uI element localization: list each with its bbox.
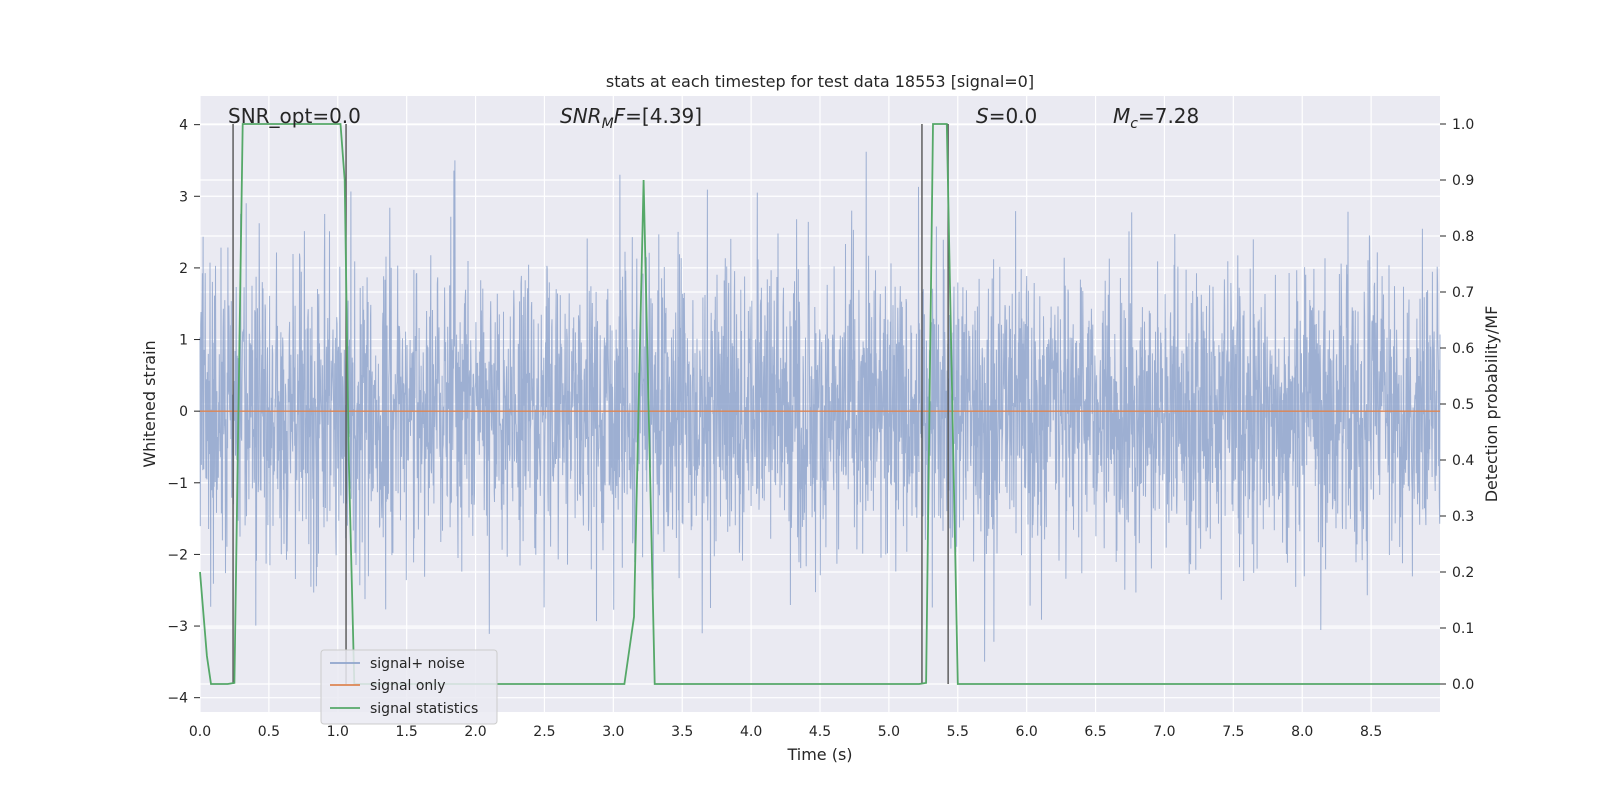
y2-tick-label: 1.0 bbox=[1452, 117, 1474, 133]
annotation-s-main: S bbox=[976, 104, 989, 128]
annotation-s-rest: =0.0 bbox=[989, 104, 1038, 128]
x-tick-label: 0.0 bbox=[189, 724, 211, 740]
y2-tick-label: 0.5 bbox=[1452, 397, 1474, 413]
y2-axis-ticks: 1.0 0.9 0.8 0.7 0.6 0.5 0.4 0.3 0.2 0.1 0.0 bbox=[1440, 117, 1474, 693]
marker-lines bbox=[232, 124, 949, 684]
annotation-mc-rest: =7.28 bbox=[1138, 104, 1199, 128]
x-tick-label: 5.0 bbox=[878, 724, 900, 740]
x-tick-label: 2.5 bbox=[533, 724, 555, 740]
chart-title: stats at each timestep for test data 185… bbox=[606, 72, 1034, 91]
y2-tick-label: 0.8 bbox=[1452, 229, 1474, 245]
y2-tick-label: 0.6 bbox=[1452, 341, 1474, 357]
y-tick-label: 2 bbox=[179, 261, 188, 277]
y2-axis-label: Detection probability/MF bbox=[1482, 306, 1501, 503]
x-tick-label: 1.0 bbox=[327, 724, 349, 740]
x-tick-label: 7.5 bbox=[1222, 724, 1244, 740]
x-tick-label: 8.0 bbox=[1291, 724, 1313, 740]
y-tick-label: 0 bbox=[179, 404, 188, 420]
x-tick-label: 7.0 bbox=[1153, 724, 1175, 740]
x-tick-label: 1.5 bbox=[396, 724, 418, 740]
x-tick-label: 6.5 bbox=[1084, 724, 1106, 740]
annotation-snr-mf-rest: F=[4.39] bbox=[614, 104, 702, 128]
legend-label-signal-statistics: signal statistics bbox=[370, 701, 478, 717]
x-tick-label: 2.0 bbox=[464, 724, 486, 740]
y-tick-label: −1 bbox=[167, 476, 188, 492]
y-tick-label: 4 bbox=[179, 118, 188, 134]
legend: signal+ noise signal only signal statist… bbox=[320, 649, 498, 725]
x-tick-label: 4.0 bbox=[740, 724, 762, 740]
series-signal-noise bbox=[199, 151, 1441, 662]
y2-tick-label: 0.1 bbox=[1452, 621, 1474, 637]
y2-tick-label: 0.2 bbox=[1452, 565, 1474, 581]
annotation-s: S=0.0 bbox=[976, 104, 1037, 128]
x-tick-label: 4.5 bbox=[809, 724, 831, 740]
annotation-snr-mf-main: SNR bbox=[560, 104, 602, 128]
annotation-mc-main: M bbox=[1113, 104, 1130, 128]
y2-tick-label: 0.3 bbox=[1452, 509, 1474, 525]
y-axis-label: Whitened strain bbox=[140, 340, 159, 467]
legend-label-signal-only: signal only bbox=[370, 678, 445, 694]
x-tick-label: 6.0 bbox=[1016, 724, 1038, 740]
legend-label-signal-noise: signal+ noise bbox=[370, 656, 465, 672]
y-tick-label: 3 bbox=[179, 189, 188, 205]
annotation-snr-mf: SNRMF=[4.39] bbox=[560, 104, 702, 132]
annotation-mc-sub: c bbox=[1130, 116, 1138, 132]
x-tick-label: 8.5 bbox=[1360, 724, 1382, 740]
annotation-mc: Mc=7.28 bbox=[1113, 104, 1199, 132]
y-tick-label: 1 bbox=[179, 333, 188, 349]
y-tick-label: −3 bbox=[167, 619, 188, 635]
signal-noise-line bbox=[199, 151, 1441, 662]
x-tick-label: 3.5 bbox=[671, 724, 693, 740]
x-tick-label: 5.5 bbox=[947, 724, 969, 740]
y-tick-label: −4 bbox=[167, 691, 188, 707]
annotation-snr-mf-sub: M bbox=[602, 116, 614, 132]
y2-tick-label: 0.4 bbox=[1452, 453, 1474, 469]
x-tick-label: 3.0 bbox=[602, 724, 624, 740]
y-tick-label: −2 bbox=[167, 547, 188, 563]
x-tick-label: 0.5 bbox=[258, 724, 280, 740]
x-axis-ticks: 0.0 0.5 1.0 1.5 2.0 2.5 3.0 3.5 4.0 4.5 5.0 5.5 6.0 6… bbox=[189, 724, 1382, 740]
y-axis-ticks: 4 3 2 1 0 −1 −2 −3 −4 bbox=[167, 118, 200, 707]
x-axis-label: Time (s) bbox=[786, 745, 852, 764]
y2-tick-label: 0.9 bbox=[1452, 173, 1474, 189]
y2-tick-label: 0.7 bbox=[1452, 285, 1474, 301]
legend-box bbox=[320, 649, 498, 725]
annotation-snr-opt: SNR_opt=0.0 bbox=[228, 104, 361, 128]
y2-tick-label: 0.0 bbox=[1452, 677, 1474, 693]
